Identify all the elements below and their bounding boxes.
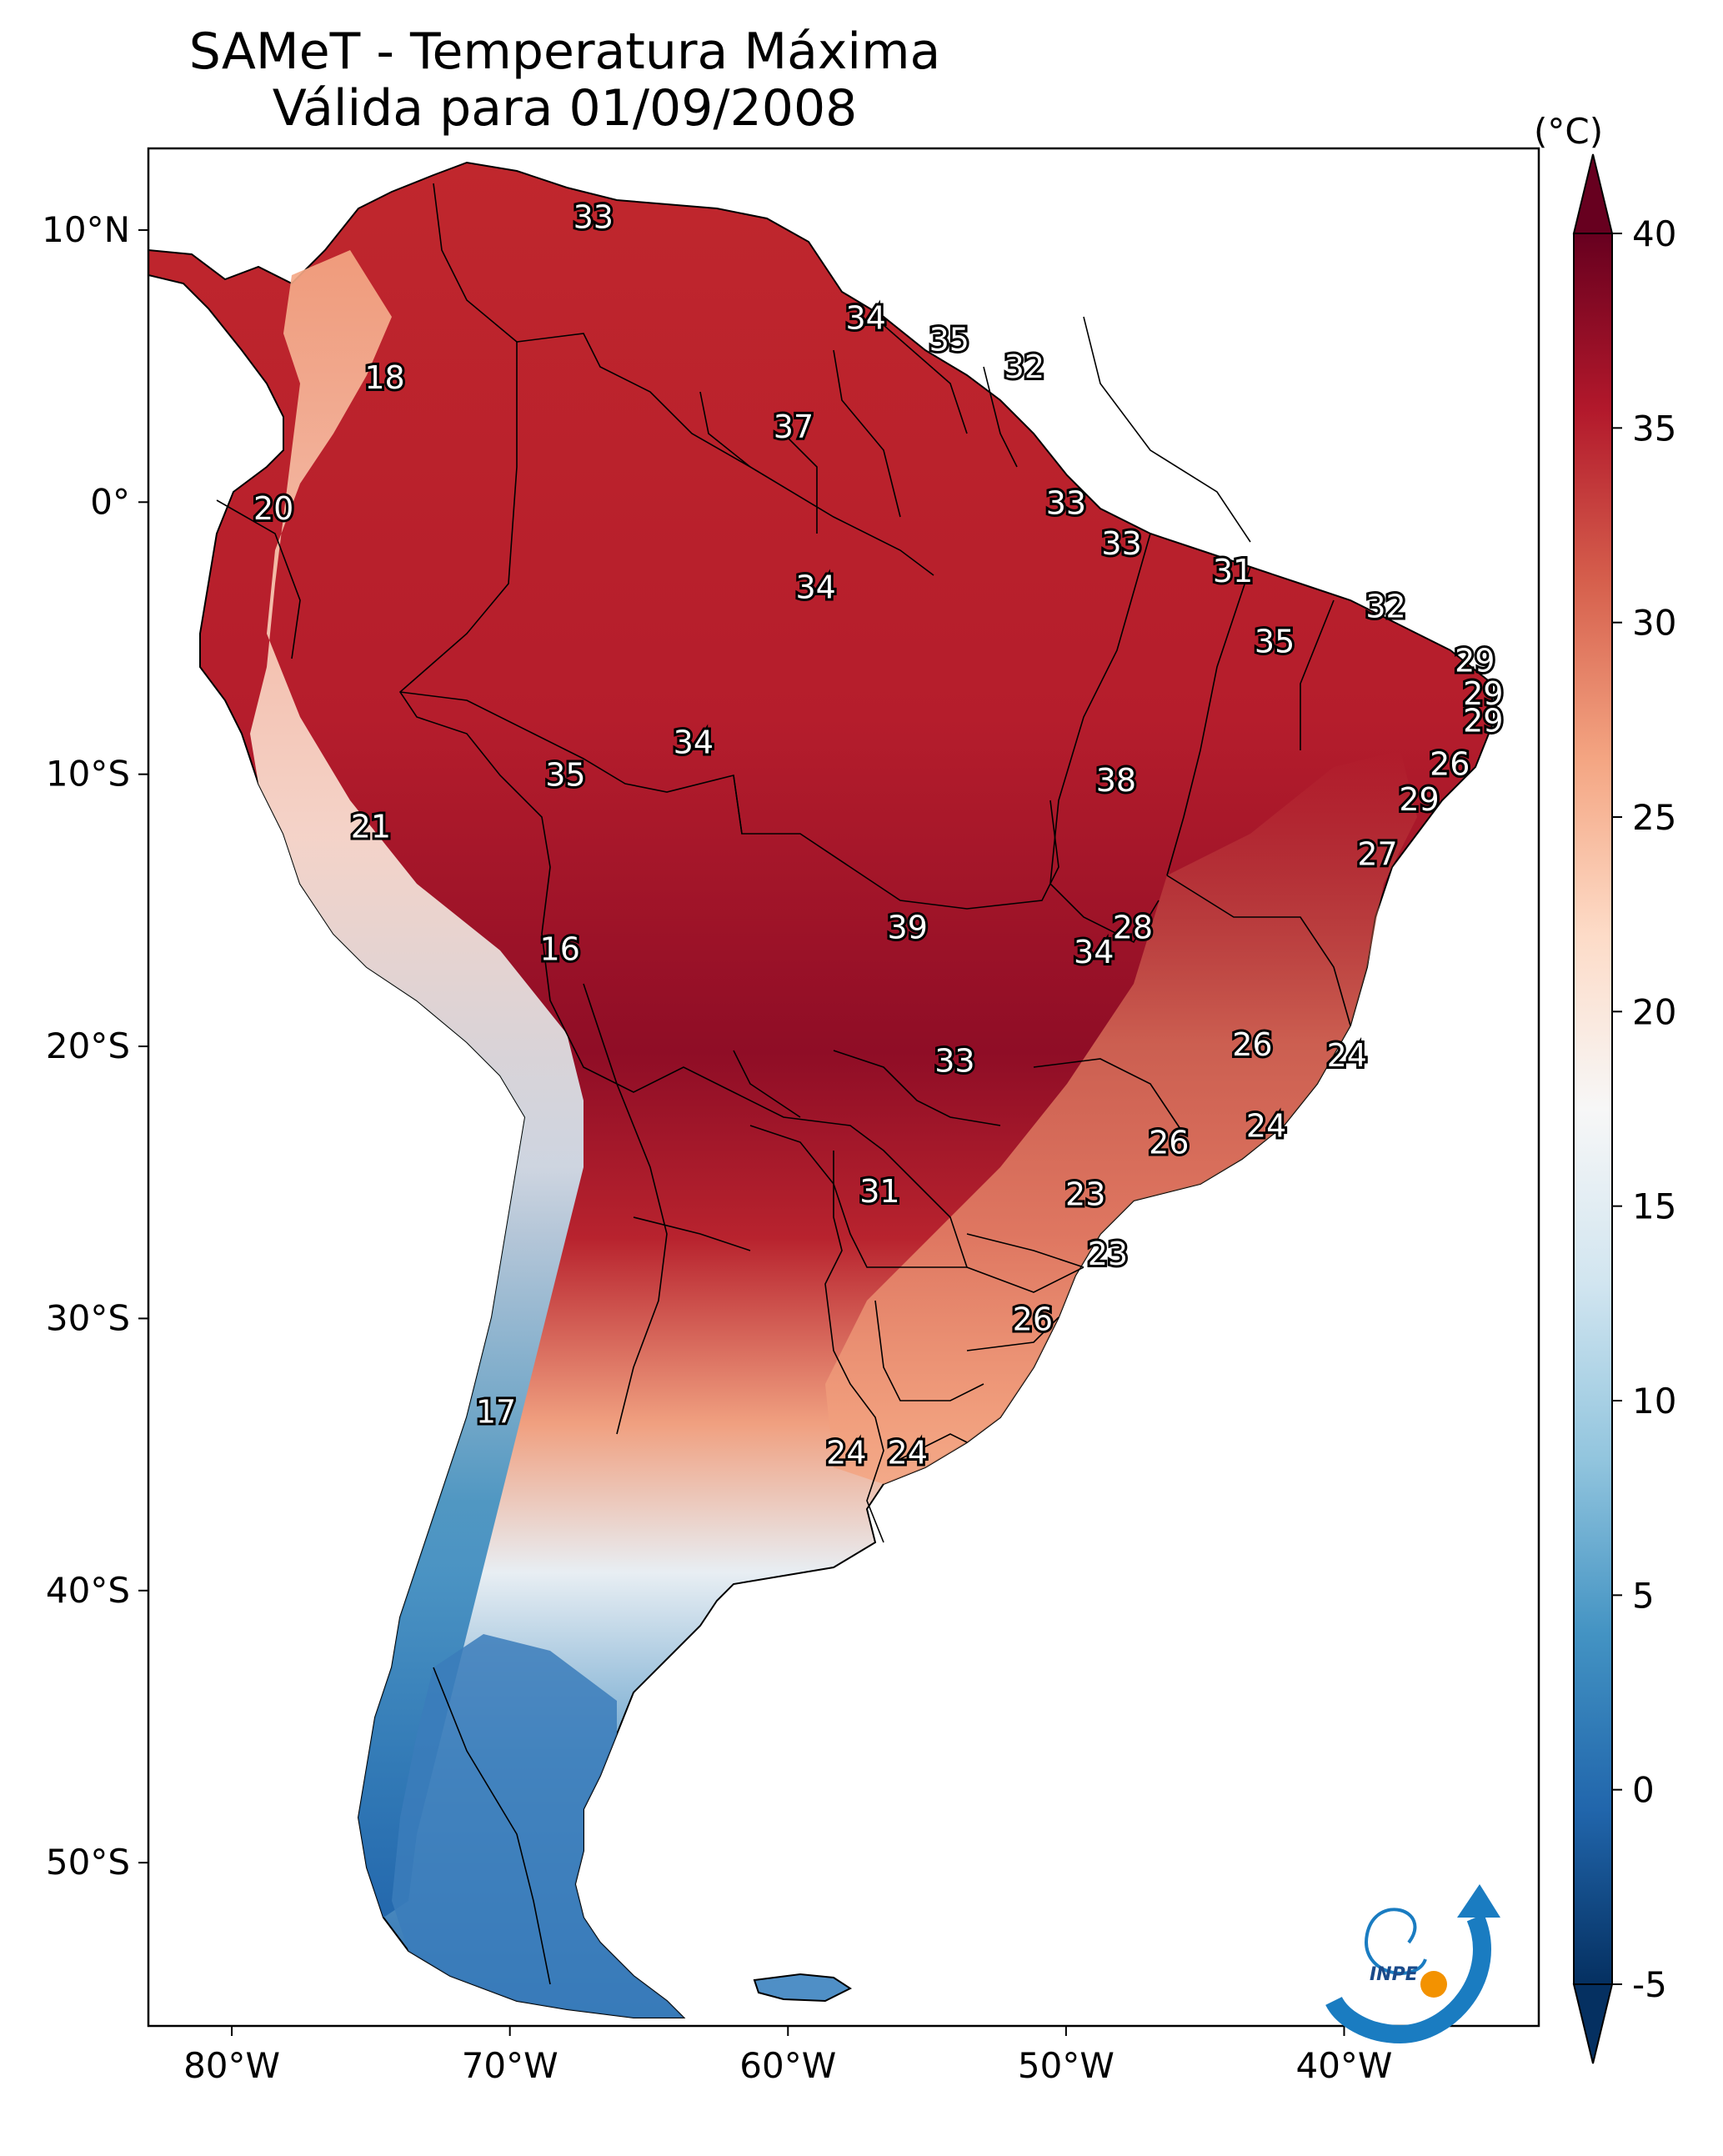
station-temperature-label: 24 <box>1327 1037 1367 1074</box>
colorbar-tick-label: 40 <box>1632 213 1676 254</box>
inpe-logo-arc-icon <box>1325 1913 1491 2044</box>
colorbar-tick-label: 35 <box>1632 408 1676 449</box>
map-frame <box>147 147 1540 2028</box>
lon-tick-label: 60°W <box>739 2045 836 2086</box>
station-temperature-label: 27 <box>1357 835 1397 872</box>
station-temperature-label: 32 <box>1004 348 1044 385</box>
station-temperature-label: 37 <box>774 409 814 445</box>
country-borders <box>216 183 1351 1985</box>
station-temperature-label: 29 <box>1463 702 1503 739</box>
station-temperature-label: 31 <box>1213 553 1253 589</box>
station-temperature-label: 29 <box>1399 781 1439 818</box>
colorbar-tick-label: 20 <box>1632 991 1676 1032</box>
station-temperature-label: 21 <box>351 809 391 845</box>
station-temperature-label: 29 <box>1463 675 1503 712</box>
station-temperature-label: 33 <box>1046 484 1086 521</box>
lat-tick-label: 10°S <box>46 754 130 795</box>
colorbar-top-arrow <box>1572 153 1614 234</box>
station-temperature-label: 26 <box>1232 1026 1272 1063</box>
station-temperature-label: 34 <box>846 299 886 336</box>
station-temperature-label: 20 <box>253 490 293 527</box>
station-temperature-label: 16 <box>540 931 580 968</box>
lat-tick-label: 10°N <box>42 209 130 250</box>
station-temperature-label: 31 <box>859 1173 899 1210</box>
station-temperature-label: 24 <box>1246 1108 1286 1145</box>
station-temperature-label: 23 <box>1065 1176 1105 1212</box>
station-temperature-label: 26 <box>1013 1301 1053 1337</box>
station-temperature-label: 33 <box>573 199 614 236</box>
station-temperature-label: 18 <box>364 359 404 396</box>
colorbar-bottom-arrow <box>1572 1983 1614 2064</box>
station-temperature-label: 38 <box>1096 762 1136 799</box>
lon-tick-label: 50°W <box>1018 2045 1114 2086</box>
station-temperature-label: 26 <box>1149 1124 1189 1161</box>
station-temperature-label: 34 <box>674 725 714 761</box>
map-title-line2: Válida para 01/09/2008 <box>272 79 858 138</box>
inpe-logo-orbit-icon <box>1365 1908 1427 1975</box>
station-temperature-label: 17 <box>476 1393 516 1430</box>
colorbar-ticks: 40 35 30 25 20 15 10 5 0 -5 <box>1612 213 1676 2005</box>
station-temperature-label: 35 <box>545 757 585 794</box>
colorbar-tick-label: 0 <box>1632 1770 1655 1811</box>
falkland-islands <box>753 1973 853 2003</box>
lon-tick-label: 80°W <box>183 2045 280 2086</box>
lon-tick-label: 70°W <box>462 2045 558 2086</box>
station-temperature-label: 35 <box>929 321 969 358</box>
east-coast-warm-region <box>825 750 1417 1484</box>
colorbar-tick-label: 5 <box>1632 1575 1655 1616</box>
colorbar-tick-label: 25 <box>1632 797 1676 838</box>
patagonia-cold-region <box>392 1634 684 2018</box>
colorbar-unit: (°C) <box>1534 111 1603 152</box>
latitude-axis: 10°N 0° 10°S 20°S 30°S 40°S 50°S <box>42 209 148 1883</box>
station-temperature-label: 39 <box>888 909 928 945</box>
station-temperature-label: 35 <box>1255 624 1295 660</box>
lat-tick-label: 0° <box>90 481 130 522</box>
station-temperature-label: 29 <box>1455 643 1495 679</box>
station-temperature-label: 32 <box>1365 588 1405 624</box>
station-temperature-label: 26 <box>1430 746 1470 783</box>
station-temperature-label: 28 <box>1113 909 1153 945</box>
map-title-line1: SAMeT - Temperatura Máxima <box>188 23 941 81</box>
colorbar-tick-label: 15 <box>1632 1186 1676 1227</box>
station-temperature-label: 33 <box>934 1042 974 1079</box>
station-temperature-label: 23 <box>1088 1236 1128 1272</box>
colorbar-gradient <box>1573 233 1613 1985</box>
station-temperature-label: 24 <box>888 1434 928 1471</box>
colorbar: (°C) 40 35 30 25 20 15 10 5 0 -5 <box>1534 111 1676 2064</box>
inpe-logo: INPE <box>1325 1884 1500 2044</box>
inpe-logo-sun-icon <box>1420 1971 1447 1998</box>
lon-tick-label: 40°W <box>1295 2045 1392 2086</box>
station-temperature-label: 33 <box>1101 525 1141 562</box>
station-temperature-label: 24 <box>826 1434 866 1471</box>
colorbar-tick-label: 10 <box>1632 1381 1676 1421</box>
station-temperature-label: 34 <box>795 569 835 605</box>
colorbar-tick-label: 30 <box>1632 603 1676 644</box>
lat-tick-label: 50°S <box>46 1842 130 1883</box>
lat-tick-label: 20°S <box>46 1025 130 1066</box>
station-temperature-label: 34 <box>1074 934 1114 970</box>
andes-cold-strip <box>250 250 584 1918</box>
longitude-axis: 80°W 70°W 60°W 50°W 40°W <box>183 2026 1392 2086</box>
inpe-logo-arrow-icon <box>1457 1884 1500 1918</box>
lat-tick-label: 40°S <box>46 1570 130 1611</box>
inpe-logo-text: INPE <box>1370 1964 1418 1985</box>
colorbar-tick-label: -5 <box>1632 1964 1667 2005</box>
lat-tick-label: 30°S <box>46 1297 130 1338</box>
